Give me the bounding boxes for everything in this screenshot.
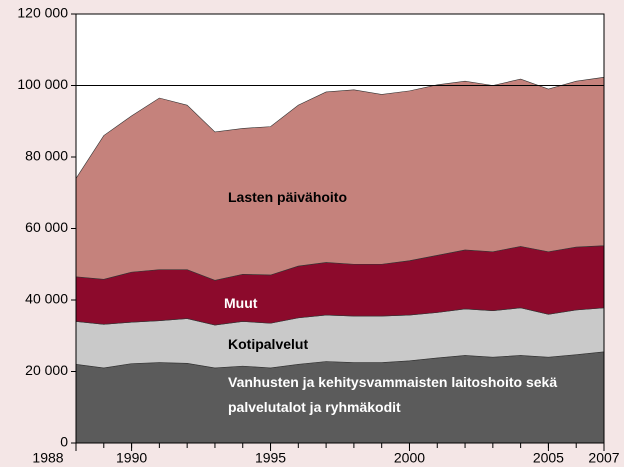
x-tick-label: 1988 xyxy=(32,450,63,466)
series-label: Lasten päivähoito xyxy=(228,189,348,205)
series-label: Kotipalvelut xyxy=(228,336,309,352)
y-tick-label: 20 000 xyxy=(25,362,68,378)
x-tick-label: 2007 xyxy=(588,450,619,466)
y-tick-label: 40 000 xyxy=(25,291,68,307)
y-tick-label: 120 000 xyxy=(17,5,68,21)
y-tick-label: 60 000 xyxy=(25,219,68,235)
x-tick-label: 2005 xyxy=(533,450,564,466)
y-tick-label: 80 000 xyxy=(25,148,68,164)
series-label: Muut xyxy=(224,295,258,311)
x-tick-label: 2000 xyxy=(394,450,425,466)
x-tick-label: 1995 xyxy=(255,450,286,466)
y-tick-label: 100 000 xyxy=(17,76,68,92)
series-label: Vanhusten ja kehitysvammaisten laitoshoi… xyxy=(228,374,558,415)
x-tick-label: 1990 xyxy=(116,450,147,466)
y-tick-label: 0 xyxy=(60,434,68,450)
